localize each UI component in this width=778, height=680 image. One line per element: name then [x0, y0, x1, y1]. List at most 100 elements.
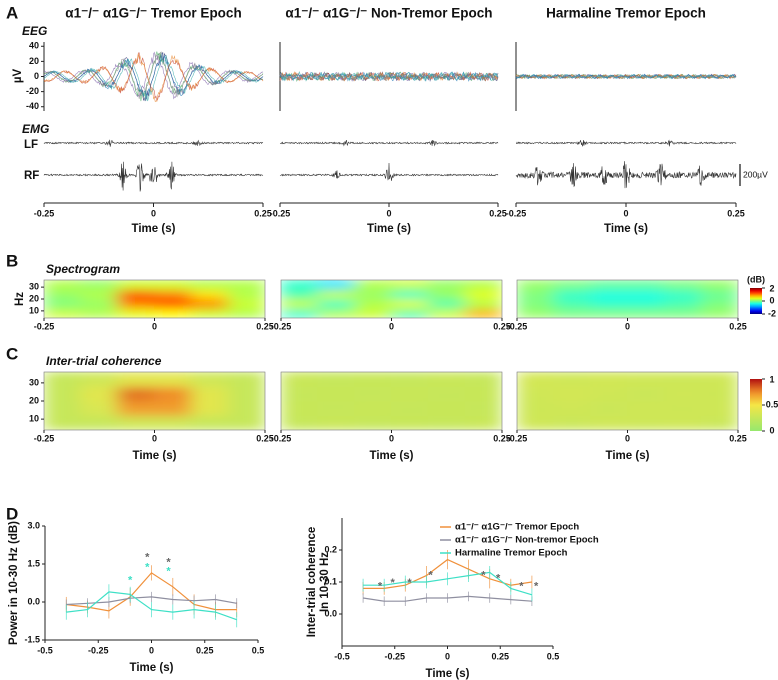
- significance-marker: *: [378, 581, 383, 593]
- heatmap-cell: [154, 400, 192, 416]
- y-tick-label: 20: [29, 56, 39, 66]
- heatmap-cell: [427, 415, 466, 430]
- heatmap-cell: [700, 386, 738, 402]
- significance-marker: *: [166, 557, 171, 569]
- eeg-trace: [43, 54, 264, 102]
- heatmap-cell: [627, 400, 665, 416]
- heatmap-cell: [354, 298, 392, 309]
- heatmap-cell: [80, 415, 119, 430]
- heatmap-cell: [317, 386, 356, 402]
- heatmap-cell: [427, 280, 466, 290]
- heatmap-cell: [427, 308, 466, 318]
- heatmap-cell: [553, 308, 592, 318]
- emg-trace: [279, 139, 499, 147]
- heatmap-cell: [154, 289, 192, 300]
- y-tick-label: -20: [26, 86, 39, 96]
- heatmap-cell: [627, 308, 665, 318]
- heatmap-cell: [154, 415, 192, 430]
- heatmap-cell: [44, 280, 82, 290]
- heatmap-cell: [190, 372, 229, 387]
- heatmap-cell: [464, 289, 502, 300]
- heatmap-cells: [281, 280, 502, 318]
- x-tick-label: 0.25: [493, 321, 511, 331]
- y-tick-label: 1.5: [27, 558, 40, 568]
- significance-marker: *: [519, 581, 524, 593]
- heatmap-cell: [391, 289, 429, 300]
- heatmap-cell: [80, 386, 119, 402]
- heatmap-cell: [700, 280, 738, 290]
- heatmap-cell: [227, 415, 265, 430]
- y-axis-label: Inter-trial coherence: [306, 527, 318, 638]
- x-tick-label: -0.25: [271, 433, 292, 443]
- heatmap-cell: [517, 308, 555, 318]
- heatmap-cell: [700, 415, 738, 430]
- heatmap-cell: [227, 308, 265, 318]
- heatmap-cells: [44, 280, 265, 318]
- heatmap-cell: [663, 372, 702, 387]
- heatmap-cell: [117, 289, 155, 300]
- y-tick-label: -1.5: [24, 634, 40, 644]
- heatmap-cell: [190, 280, 229, 290]
- heatmap-cell: [281, 372, 319, 387]
- y-tick-label: 20: [29, 293, 39, 303]
- heatmap-cell: [517, 386, 555, 402]
- panel-letter: D: [6, 504, 18, 523]
- heatmap-cell: [281, 280, 319, 290]
- colorbar-label: 0: [769, 425, 774, 435]
- heatmap-cell: [627, 386, 665, 402]
- series-line: [66, 572, 237, 612]
- y-tick-label: 30: [29, 377, 39, 387]
- heatmap-cell: [227, 298, 265, 309]
- heatmap-cell: [590, 308, 628, 318]
- colorbar-label: 0: [769, 295, 774, 305]
- heatmap-cell: [117, 415, 155, 430]
- heatmap-cell: [517, 298, 555, 309]
- emg-trace: [516, 139, 737, 147]
- legend-label: α1⁻/⁻ α1G⁻/⁻ Tremor Epoch: [455, 522, 579, 533]
- significance-marker: *: [166, 566, 171, 578]
- x-tick-label: 0.25: [254, 208, 272, 218]
- heatmap-cell: [391, 400, 429, 416]
- channel-label: RF: [24, 170, 39, 182]
- heatmap-cell: [317, 298, 356, 309]
- heatmap-cell: [44, 289, 82, 300]
- heatmap: [44, 280, 265, 318]
- x-tick-label: -0.25: [270, 208, 291, 218]
- x-axis-label: Time (s): [426, 668, 470, 680]
- heatmap-cells: [517, 280, 738, 318]
- heatmap-cell: [663, 289, 702, 300]
- y-axis-label: Power in 10-30 Hz (dB): [8, 521, 20, 645]
- panel-label: Spectrogram: [46, 262, 120, 276]
- heatmap-cell: [317, 372, 356, 387]
- heatmap-cell: [80, 289, 119, 300]
- heatmap-cell: [464, 415, 502, 430]
- heatmap-cell: [590, 386, 628, 402]
- y-axis-label: In 10-30 Hz: [319, 552, 331, 612]
- heatmap-cell: [700, 298, 738, 309]
- x-tick-label: 0.25: [727, 208, 745, 218]
- heatmap-cell: [80, 400, 119, 416]
- x-tick-label: 0.25: [196, 645, 214, 655]
- heatmap-cell: [80, 280, 119, 290]
- heatmap-cell: [590, 298, 628, 309]
- heatmap-cell: [317, 400, 356, 416]
- y-tick-label: 0.1: [324, 576, 337, 586]
- y-tick-label: 0.0: [324, 608, 337, 618]
- heatmap-cell: [44, 400, 82, 416]
- x-axis-label: Time (s): [133, 450, 177, 462]
- x-tick-label: 0.25: [489, 208, 507, 218]
- heatmap-cell: [391, 308, 429, 318]
- heatmap-cell: [700, 400, 738, 416]
- emg-trace: [43, 139, 264, 147]
- heatmap-cell: [663, 415, 702, 430]
- heatmap-cell: [227, 280, 265, 290]
- heatmap-cell: [553, 298, 592, 309]
- colorbar: [750, 379, 762, 431]
- eeg-trace: [43, 51, 264, 100]
- heatmap-cell: [517, 415, 555, 430]
- x-tick-label: 0.5: [547, 651, 560, 661]
- heatmap-cell: [427, 400, 466, 416]
- heatmap-cell: [44, 372, 82, 387]
- heatmap-cell: [190, 298, 229, 309]
- heatmap-cell: [190, 386, 229, 402]
